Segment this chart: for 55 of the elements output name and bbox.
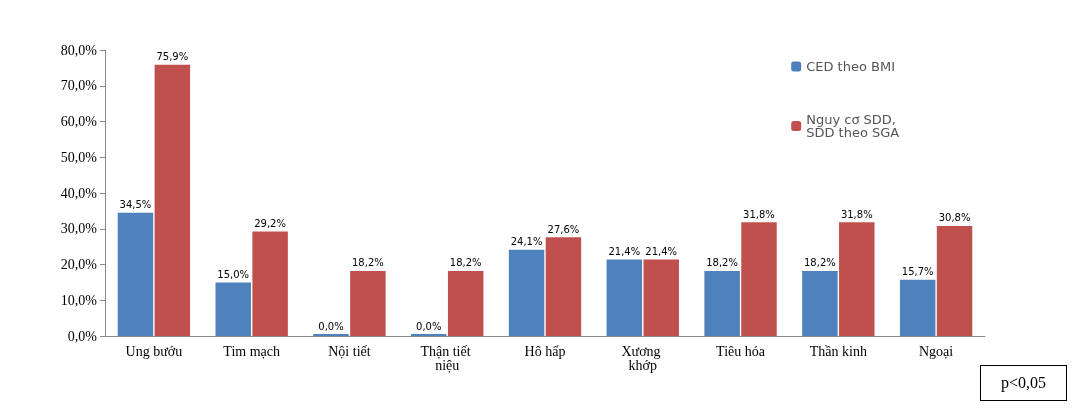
- y-tick-label: 50,0%: [60, 149, 98, 165]
- bar: [704, 270, 740, 336]
- bar: [839, 222, 875, 336]
- y-tick-label: 40,0%: [60, 185, 98, 201]
- y-tick-label: 30,0%: [60, 221, 98, 237]
- data-label: 18,2%: [352, 257, 384, 269]
- data-label: 34,5%: [119, 199, 152, 211]
- data-label: 18,2%: [804, 257, 836, 269]
- y-tick-label: 70,0%: [60, 78, 98, 94]
- y-tick-label: 10,0%: [60, 292, 98, 308]
- bar: [606, 259, 643, 336]
- text: p<0,05: [979, 365, 1067, 401]
- bar: [643, 259, 679, 336]
- x-tick-label: Nội tiết: [328, 343, 371, 359]
- data-label: 21,4%: [608, 245, 641, 257]
- x-tick-label: Thần kinh: [809, 343, 867, 359]
- data-label: 0,0%: [416, 320, 442, 332]
- data-label: 21,4%: [645, 245, 678, 257]
- data-label: 0,0%: [318, 320, 344, 332]
- data-label: 15,0%: [217, 268, 250, 280]
- x-tick-label: Ngoại: [919, 343, 954, 359]
- bar: [741, 222, 777, 336]
- x-tick-label: Thận tiết niệu: [420, 343, 475, 373]
- bar: [802, 270, 838, 336]
- data-label: 30,8%: [938, 212, 971, 224]
- data-label: 29,2%: [254, 218, 286, 230]
- data-label: 31,8%: [840, 208, 873, 220]
- x-tick-label: Xương khớp: [621, 343, 665, 373]
- y-tick-label: 0,0%: [67, 328, 98, 344]
- bar: [936, 225, 973, 336]
- bar: [117, 212, 154, 336]
- x-tick-label: Tiêu hóa: [716, 343, 766, 359]
- bar: [899, 279, 936, 336]
- x-tick-label: Hô hấp: [524, 343, 566, 359]
- bar: [154, 64, 191, 336]
- x-tick-label: Ung bướu: [125, 343, 183, 359]
- y-tick-label: 20,0%: [60, 257, 98, 272]
- data-label: 31,8%: [743, 208, 775, 220]
- data-label: 75,9%: [156, 51, 189, 63]
- y-tick-label: 80,0%: [60, 42, 98, 58]
- data-label: 18,2%: [449, 257, 482, 269]
- bar: [215, 282, 251, 336]
- legend-label: CED theo BMI: [806, 59, 896, 74]
- bar: [508, 249, 545, 336]
- x-tick-label: Tim mạch: [223, 343, 280, 359]
- bar: [545, 237, 582, 336]
- legend-label: Nguy cơ SDD, SDD theo SGA: [806, 112, 900, 140]
- bar: [252, 231, 288, 336]
- bar: [350, 270, 386, 336]
- data-label: 24,1%: [510, 236, 543, 248]
- y-tick-label: 60,0%: [60, 114, 98, 129]
- data-label: 27,6%: [547, 223, 580, 235]
- bar: [447, 270, 484, 336]
- data-label: 15,7%: [901, 266, 934, 278]
- data-label: 18,2%: [706, 257, 738, 269]
